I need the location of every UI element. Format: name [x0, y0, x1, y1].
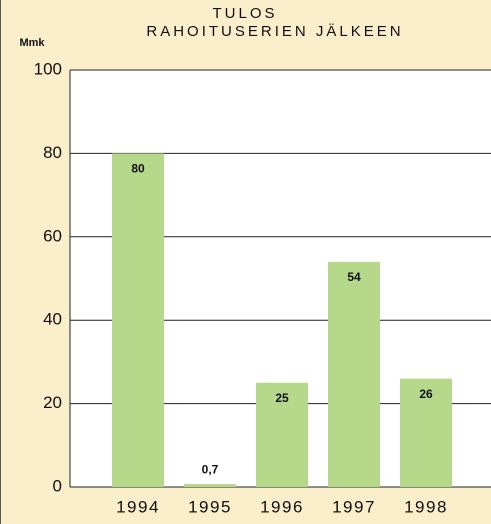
- chart-subtitle: RAHOITUSERIEN JÄLKEEN: [146, 23, 403, 40]
- bar: [400, 378, 452, 487]
- x-tick-label: 1997: [332, 497, 376, 516]
- value-label: 25: [275, 391, 289, 405]
- x-tick-label: 1996: [260, 497, 304, 516]
- y-tick-label: 80: [43, 143, 62, 162]
- y-tick-label: 60: [43, 226, 62, 245]
- value-label: 0,7: [202, 462, 219, 476]
- chart-title: TULOS: [212, 5, 277, 22]
- bar: [328, 261, 380, 487]
- x-tick-label: 1998: [404, 497, 448, 516]
- y-tick-label: 100: [34, 59, 62, 78]
- y-tick-label: 40: [43, 310, 62, 329]
- bar: [112, 153, 164, 487]
- value-label: 54: [347, 270, 361, 284]
- value-label: 26: [419, 387, 433, 401]
- bar: [184, 484, 236, 487]
- y-tick-label: 0: [53, 476, 62, 495]
- y-axis-label: Mmk: [19, 37, 45, 49]
- x-tick-label: 1995: [188, 497, 232, 516]
- y-tick-label: 20: [43, 393, 62, 412]
- x-tick-label: 1994: [116, 497, 160, 516]
- bar: [256, 382, 308, 487]
- value-label: 80: [131, 162, 145, 176]
